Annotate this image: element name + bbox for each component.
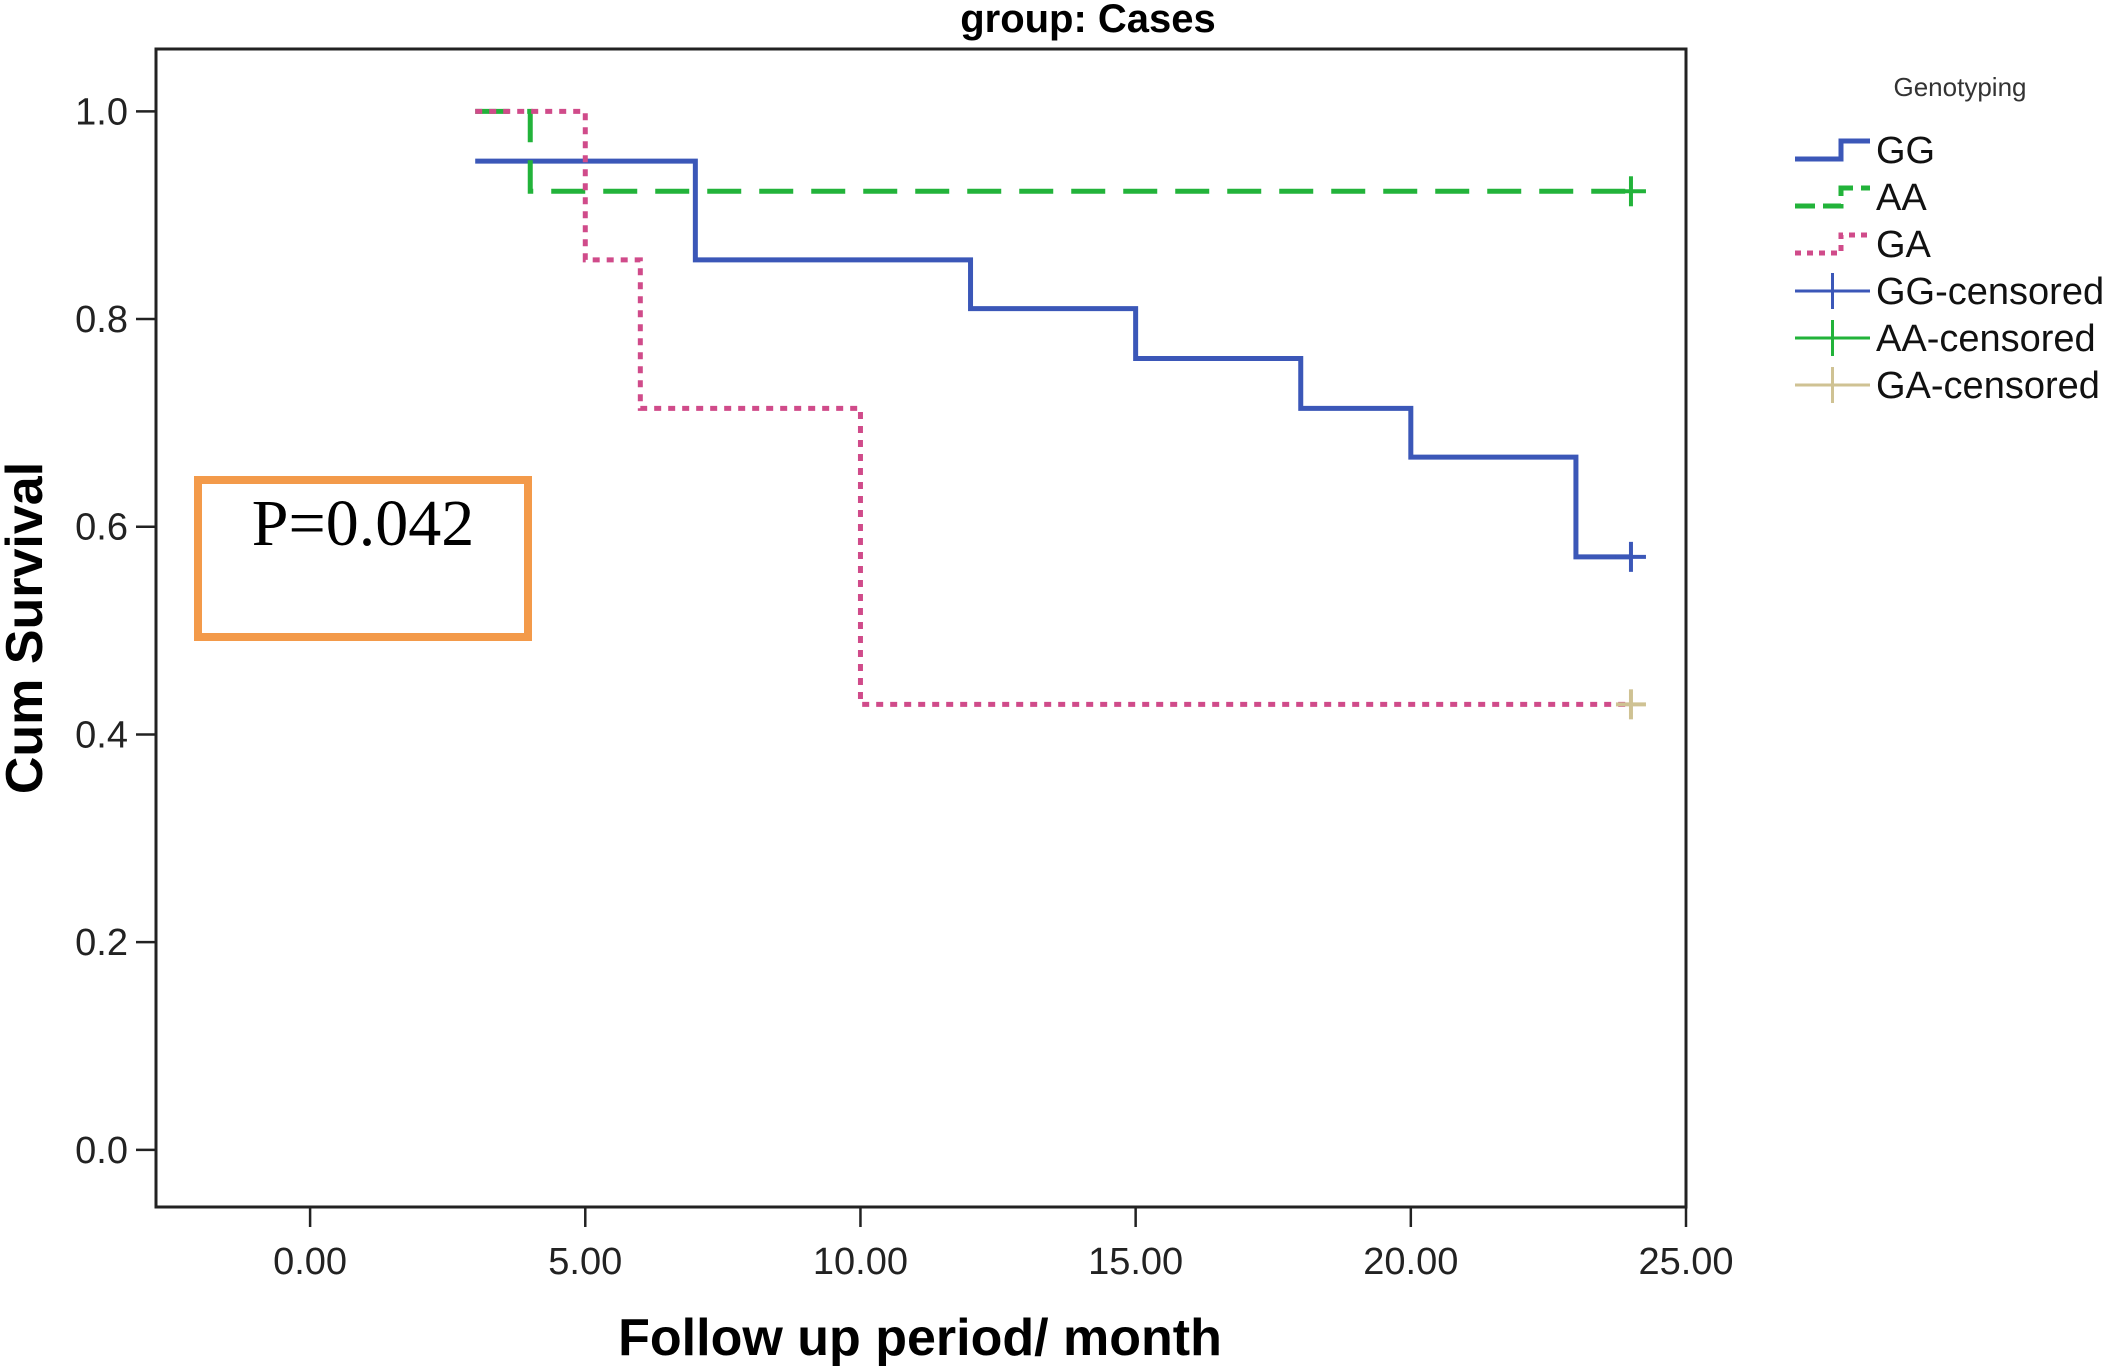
censor-markers	[1615, 176, 1646, 720]
plot-area-frame	[154, 47, 1688, 1209]
legend-label: GG-censored	[1876, 271, 2104, 313]
series-aa-line	[475, 108, 1631, 194]
x-tick-label: 10.00	[813, 1241, 908, 1283]
y-tick-label: 0.8	[75, 299, 128, 341]
series-gg-line	[475, 158, 1631, 560]
y-tick-label: 1.0	[75, 91, 128, 133]
legend-label: GA-censored	[1876, 365, 2100, 407]
x-tick-label: 0.00	[273, 1241, 347, 1283]
censor-mark-aa	[1615, 176, 1646, 207]
x-tick-label: 20.00	[1363, 1241, 1458, 1283]
legend-label: GG	[1876, 130, 1935, 172]
legend-label: AA	[1876, 177, 1927, 219]
legend-item-ga-censored: GA-censored	[1795, 365, 2100, 407]
x-tick-label: 5.00	[548, 1241, 622, 1283]
p-value-annotation: P=0.042	[194, 476, 532, 641]
legend-item-aa-censored: AA-censored	[1795, 318, 2096, 360]
legend-label: AA-censored	[1876, 318, 2096, 360]
x-tick-label: 15.00	[1088, 1241, 1183, 1283]
legend-item-gg-censored: GG-censored	[1795, 271, 2104, 313]
legend-item-gg: GG	[1795, 130, 1935, 172]
survival-curves	[475, 108, 1631, 707]
legend-title: Genotyping	[1894, 72, 2027, 102]
censor-mark-ga	[1615, 689, 1646, 720]
y-tick-label: 0.0	[75, 1130, 128, 1172]
p-value-box	[194, 476, 532, 641]
legend-item-ga: GA	[1795, 224, 1932, 266]
y-tick-label: 0.6	[75, 507, 128, 549]
y-tick-label: 0.2	[75, 922, 128, 964]
p-value-text: P=0.042	[252, 487, 474, 560]
legend-item-aa: AA	[1795, 177, 1927, 219]
legend-swatch-gg	[1795, 138, 1870, 162]
y-axis-ticks: 0.0 0.2 0.4 0.6 0.8 1.0	[75, 91, 156, 1172]
y-tick-label: 0.4	[75, 714, 128, 756]
x-axis-ticks: 0.00 5.00 10.00 15.00 20.00 25.00	[273, 1207, 1734, 1283]
chart-title: group: Cases	[960, 0, 1216, 41]
legend-label: GA	[1876, 224, 1932, 266]
x-tick-label: 25.00	[1638, 1241, 1733, 1283]
legend: Genotyping GG AA GA GG-censored AA-censored G…	[1795, 72, 2104, 407]
series-ga-line	[475, 108, 1631, 707]
x-axis-title: Follow up period/ month	[618, 1309, 1222, 1367]
censor-mark-gg	[1615, 541, 1646, 572]
y-axis-title: Cum Survival	[0, 462, 54, 794]
